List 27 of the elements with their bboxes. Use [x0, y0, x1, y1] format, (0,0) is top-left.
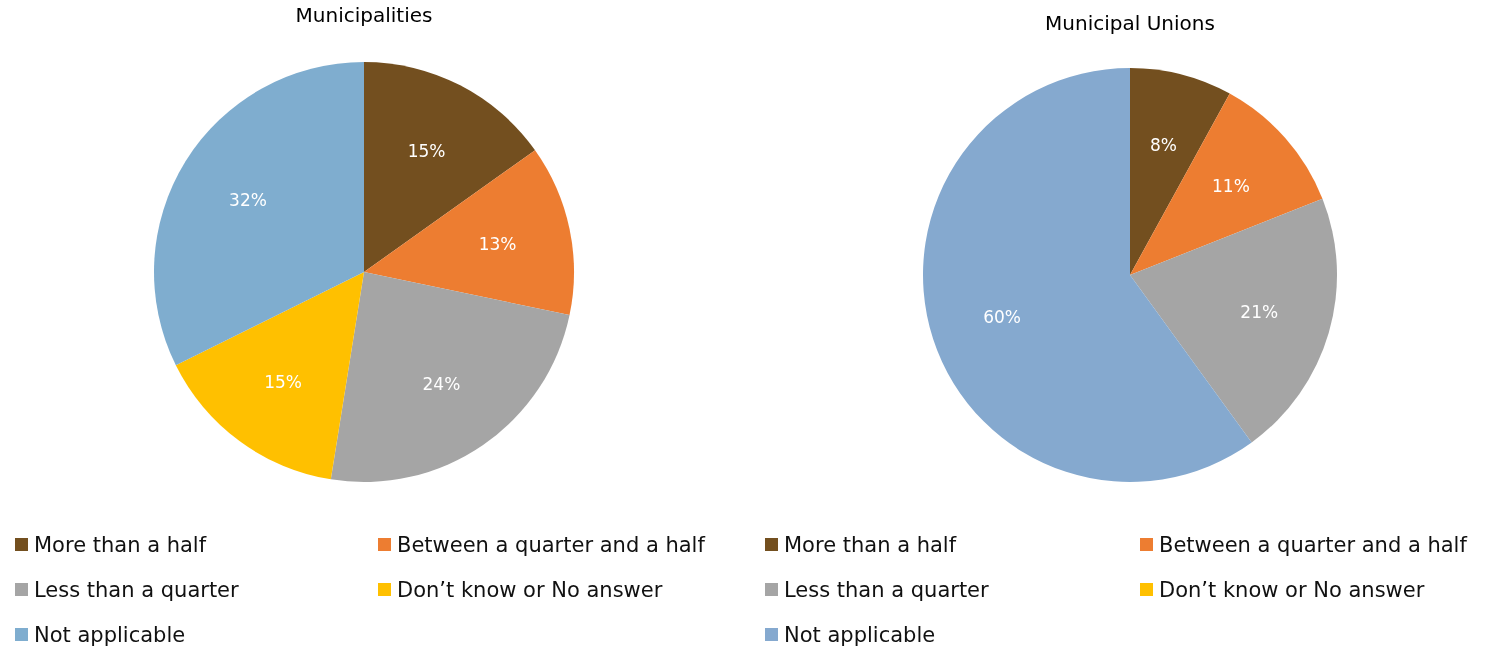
chart-title: Municipal Unions	[1045, 11, 1215, 35]
data-label: 11%	[1212, 175, 1250, 196]
data-label: 15%	[264, 371, 302, 392]
legend-label: Not applicable	[784, 623, 936, 648]
legend-label: Don’t know or No answer	[1159, 578, 1425, 603]
legend-label: Between a quarter and a half	[397, 533, 706, 558]
data-label: 15%	[407, 140, 446, 161]
legend-label: Less than a quarter	[34, 578, 240, 603]
data-label: 60%	[983, 306, 1021, 327]
pie-slice	[364, 62, 536, 272]
data-label: 13%	[478, 233, 517, 254]
legend-label: Less than a quarter	[784, 578, 990, 603]
pie-slice	[1130, 198, 1337, 443]
legend-label: Don’t know or No answer	[397, 578, 663, 603]
legend-label: More than a half	[34, 533, 207, 558]
data-label: 32%	[229, 189, 267, 210]
pie-slice	[330, 272, 570, 482]
legend-label: More than a half	[784, 533, 957, 558]
pie-slice	[154, 62, 364, 366]
data-label: 21%	[1240, 302, 1279, 323]
data-label: 24%	[422, 374, 461, 395]
legend-label: Between a quarter and a half	[1159, 533, 1468, 558]
pie-slice	[175, 272, 364, 480]
data-label: 8%	[1149, 134, 1177, 155]
chart-title: Municipalities	[295, 3, 433, 27]
legend-label: Not applicable	[34, 623, 186, 648]
pie-slice	[1130, 93, 1323, 275]
